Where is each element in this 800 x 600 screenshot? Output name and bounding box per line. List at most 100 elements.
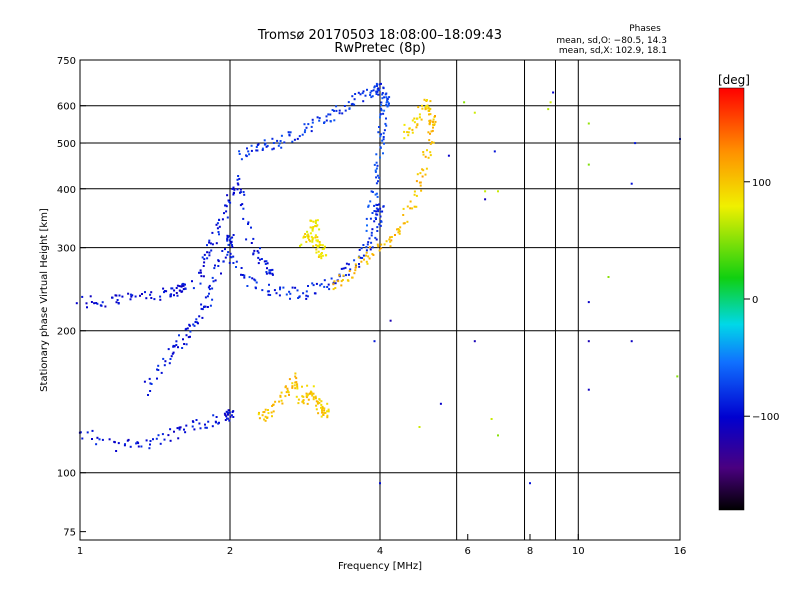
echo-point xyxy=(238,177,241,180)
echo-point xyxy=(192,323,195,326)
echo-point xyxy=(320,253,323,255)
echo-point xyxy=(295,395,298,398)
echo-point xyxy=(222,260,225,263)
echo-point xyxy=(296,289,299,292)
echo-point xyxy=(252,237,255,240)
echo-point xyxy=(427,156,430,159)
echo-point xyxy=(248,276,251,279)
echo-point xyxy=(242,207,245,210)
echo-point xyxy=(427,131,430,134)
echo-point xyxy=(362,244,365,246)
echo-point xyxy=(630,182,633,185)
echo-point xyxy=(279,288,281,291)
echo-point xyxy=(311,394,314,397)
echo-point xyxy=(268,271,271,274)
echo-point xyxy=(289,297,291,300)
echo-point xyxy=(263,143,266,146)
echo-point xyxy=(374,193,377,196)
echo-point xyxy=(251,277,254,280)
echo-point xyxy=(307,235,310,238)
echo-point xyxy=(153,298,156,301)
echo-point xyxy=(368,257,371,260)
echo-point xyxy=(381,92,384,94)
echo-point xyxy=(407,131,410,134)
echo-point xyxy=(187,336,190,339)
echo-point xyxy=(96,302,99,305)
echo-point xyxy=(226,239,229,242)
echo-point xyxy=(350,103,353,106)
echo-point xyxy=(302,402,305,405)
echo-point xyxy=(255,149,258,152)
echo-point xyxy=(81,295,84,298)
echo-point xyxy=(240,267,243,269)
echo-point xyxy=(316,401,319,403)
echo-point xyxy=(232,255,235,258)
echo-point xyxy=(296,387,299,390)
echo-point xyxy=(428,139,431,142)
echo-point xyxy=(315,400,318,403)
echo-point xyxy=(241,274,244,276)
echo-point xyxy=(355,264,357,267)
echo-point xyxy=(311,227,314,230)
echo-point xyxy=(379,482,381,485)
echo-point xyxy=(303,131,306,134)
echo-point xyxy=(300,243,303,246)
echo-point xyxy=(203,261,206,264)
echo-point xyxy=(241,203,244,206)
echo-point xyxy=(379,116,381,119)
echo-point xyxy=(168,362,171,365)
echo-point xyxy=(111,296,114,299)
echo-point xyxy=(176,294,179,297)
echo-point xyxy=(280,391,283,394)
echo-point xyxy=(552,91,555,94)
echo-point xyxy=(311,393,314,395)
echo-point xyxy=(284,395,287,398)
y-axis-label: Stationary phase Virtual Height [km] xyxy=(39,208,50,392)
echo-point xyxy=(306,394,309,397)
echo-point xyxy=(224,414,227,416)
echo-point xyxy=(315,408,318,411)
echo-point xyxy=(175,340,178,343)
echo-point xyxy=(293,138,296,141)
echo-point xyxy=(302,399,305,402)
echo-point xyxy=(266,267,268,270)
echo-point xyxy=(270,269,272,272)
echo-point xyxy=(200,303,203,306)
echo-point xyxy=(323,407,326,410)
echo-point xyxy=(374,216,377,219)
echo-point xyxy=(359,93,362,96)
echo-point xyxy=(113,440,116,443)
echo-point xyxy=(432,141,435,144)
echo-point xyxy=(192,287,195,290)
echo-point xyxy=(208,284,211,287)
echo-point xyxy=(305,240,308,243)
echo-point xyxy=(370,190,373,193)
echo-point xyxy=(333,280,336,283)
echo-point xyxy=(255,146,258,148)
echo-point xyxy=(199,282,202,285)
echo-point xyxy=(326,414,329,417)
echo-point xyxy=(363,258,365,261)
echo-point xyxy=(314,395,317,398)
echo-point xyxy=(159,298,162,301)
echo-point xyxy=(271,273,274,276)
echo-point xyxy=(224,248,226,251)
echo-point xyxy=(382,138,385,141)
echo-point xyxy=(382,152,384,155)
echo-point xyxy=(340,280,343,283)
echo-point xyxy=(375,161,378,164)
echo-point xyxy=(347,101,350,104)
echo-point xyxy=(398,229,401,232)
echo-point xyxy=(214,279,217,282)
echo-point xyxy=(254,286,257,289)
echo-point xyxy=(406,131,409,134)
echo-point xyxy=(382,136,385,138)
echo-point xyxy=(376,174,379,177)
echo-point xyxy=(86,431,89,434)
echo-point xyxy=(358,265,361,268)
echo-point xyxy=(529,482,531,485)
echo-point xyxy=(184,328,187,331)
echo-point xyxy=(179,426,182,429)
echo-point xyxy=(418,116,421,119)
echo-point xyxy=(383,96,386,99)
